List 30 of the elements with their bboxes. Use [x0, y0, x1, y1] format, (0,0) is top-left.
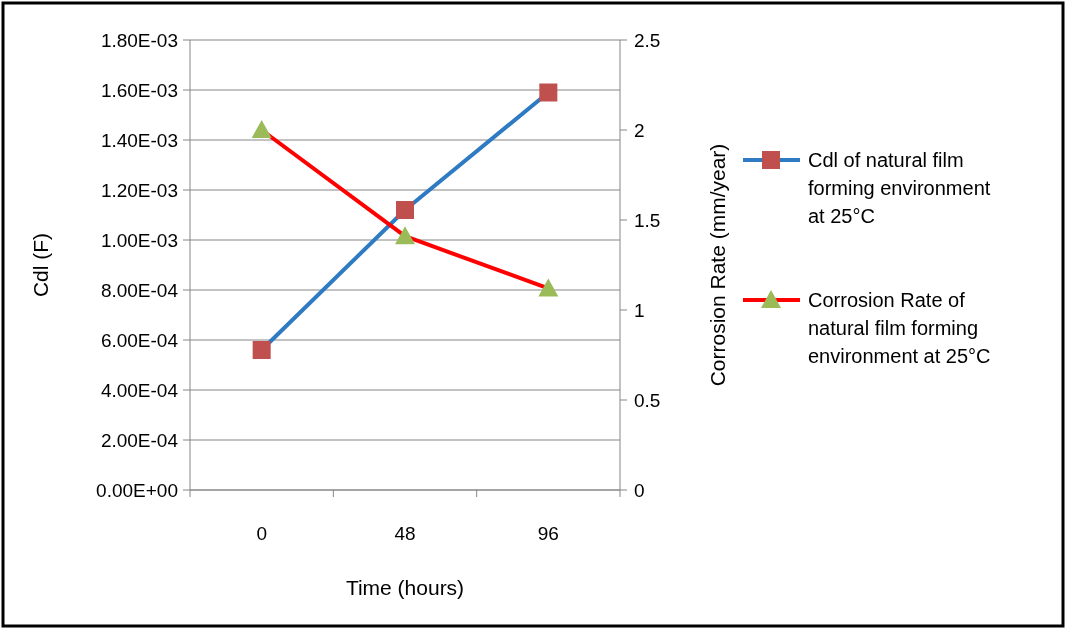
y2-tick-label: 0 — [634, 479, 645, 501]
point — [252, 341, 271, 359]
y-tick-label: 1.60E-03 — [100, 79, 178, 101]
y2-axis-title: Corrosion Rate (mm/year) — [706, 143, 729, 387]
y-tick-label: 1.00E-03 — [100, 229, 178, 251]
y-tick-label: 1.80E-03 — [100, 29, 178, 51]
y-axis-title: Cdl (F) — [29, 232, 52, 298]
x-tick-label: 48 — [394, 523, 416, 544]
x-axis-title: Time (hours) — [345, 576, 465, 599]
point — [539, 83, 558, 102]
legend-label: Corrosion Rate of natural film forming environment at 25°C — [808, 289, 991, 367]
legend-label: Cdl of natural film forming environment at 25°C — [808, 149, 991, 227]
x-tick-label: 0 — [256, 523, 267, 544]
x-tick-label: 96 — [537, 523, 559, 544]
y-tick-label: 2.00E-04 — [100, 429, 179, 451]
point — [251, 120, 272, 138]
y2-tick-label: 1.5 — [634, 209, 661, 231]
y-tick-label: 0.00E+00 — [96, 479, 178, 501]
point — [395, 226, 415, 245]
y-tick-label: 6.00E-04 — [100, 329, 179, 351]
y2-tick-label: 2 — [634, 119, 645, 141]
y-tick-label: 1.20E-03 — [100, 179, 178, 201]
y-tick-label: 1.40E-03 — [100, 129, 178, 151]
point — [396, 201, 414, 219]
y2-tick-label: 2.5 — [634, 29, 661, 51]
point — [538, 278, 559, 297]
y-tick-label: 8.00E-04 — [100, 279, 179, 301]
y2-tick-label: 1 — [634, 299, 645, 321]
y-tick-label: 4.00E-04 — [100, 379, 179, 401]
y2-tick-label: 0.5 — [634, 389, 661, 411]
